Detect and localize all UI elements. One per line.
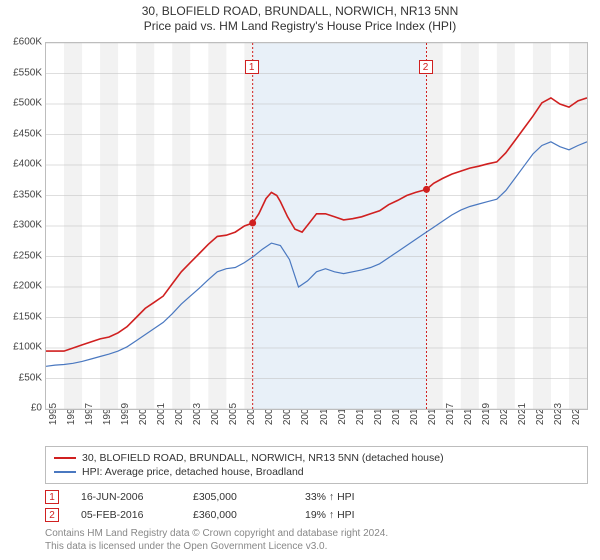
y-tick-label: £100K — [2, 342, 42, 353]
y-tick-label: £550K — [2, 67, 42, 78]
transactions-table: 1 16-JUN-2006 £305,000 33% ↑ HPI 2 05-FE… — [45, 488, 588, 524]
transaction-marker-icon: 2 — [45, 508, 59, 522]
transaction-date: 05-FEB-2016 — [81, 509, 171, 521]
y-tick-label: £500K — [2, 98, 42, 109]
chart-container: 30, BLOFIELD ROAD, BRUNDALL, NORWICH, NR… — [0, 0, 600, 560]
y-tick-label: £300K — [2, 220, 42, 231]
y-tick-label: £450K — [2, 128, 42, 139]
sale-marker-box: 2 — [419, 60, 433, 74]
legend-label: HPI: Average price, detached house, Broa… — [82, 466, 304, 478]
transaction-row: 2 05-FEB-2016 £360,000 19% ↑ HPI — [45, 506, 588, 524]
footer: Contains HM Land Registry data © Crown c… — [45, 528, 588, 553]
y-tick-label: £200K — [2, 281, 42, 292]
transaction-delta: 19% ↑ HPI — [305, 509, 405, 521]
legend-swatch — [54, 471, 76, 473]
legend-item: HPI: Average price, detached house, Broa… — [54, 465, 579, 479]
y-tick-label: £350K — [2, 189, 42, 200]
y-tick-label: £50K — [2, 372, 42, 383]
title-line-2: Price paid vs. HM Land Registry's House … — [0, 19, 600, 33]
legend-swatch — [54, 457, 76, 459]
transaction-delta: 33% ↑ HPI — [305, 491, 405, 503]
title-line-1: 30, BLOFIELD ROAD, BRUNDALL, NORWICH, NR… — [0, 4, 600, 18]
sale-marker-box: 1 — [245, 60, 259, 74]
transaction-price: £305,000 — [193, 491, 283, 503]
y-tick-label: £400K — [2, 159, 42, 170]
y-tick-label: £250K — [2, 250, 42, 261]
legend-item: 30, BLOFIELD ROAD, BRUNDALL, NORWICH, NR… — [54, 451, 579, 465]
transaction-price: £360,000 — [193, 509, 283, 521]
legend-label: 30, BLOFIELD ROAD, BRUNDALL, NORWICH, NR… — [82, 452, 444, 464]
title-block: 30, BLOFIELD ROAD, BRUNDALL, NORWICH, NR… — [0, 4, 600, 33]
transaction-marker-icon: 1 — [45, 490, 59, 504]
legend: 30, BLOFIELD ROAD, BRUNDALL, NORWICH, NR… — [45, 446, 588, 484]
chart-svg — [46, 43, 587, 409]
transaction-row: 1 16-JUN-2006 £305,000 33% ↑ HPI — [45, 488, 588, 506]
transaction-date: 16-JUN-2006 — [81, 491, 171, 503]
y-tick-label: £150K — [2, 311, 42, 322]
footer-line-1: Contains HM Land Registry data © Crown c… — [45, 528, 588, 541]
plot-area — [45, 42, 588, 410]
y-tick-label: £0 — [2, 403, 42, 414]
y-tick-label: £600K — [2, 37, 42, 48]
footer-line-2: This data is licensed under the Open Gov… — [45, 541, 588, 554]
